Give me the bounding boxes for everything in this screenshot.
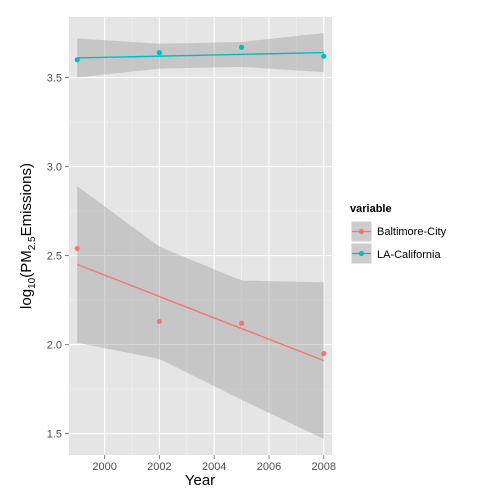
x-axis: 2000 2002 2004 2006 2008 (92, 455, 336, 473)
x-axis-title: Year (185, 472, 215, 489)
legend: variable Baltimore-City LA-California (350, 203, 447, 265)
x-tick-label: 2004 (202, 461, 226, 473)
y-axis-title-log: log (18, 289, 35, 309)
y-axis-title-sub-10: 10 (27, 277, 38, 289)
legend-label-la: LA-California (377, 249, 441, 261)
x-tick-label: 2006 (257, 461, 281, 473)
point-la-california (156, 50, 163, 56)
point-baltimore-city (321, 350, 327, 357)
y-axis-title-emissions: Emissions) (18, 163, 35, 236)
point-baltimore-city (74, 245, 80, 252)
minor-gridlines (69, 17, 332, 455)
data-points (74, 44, 327, 357)
fit-line-baltimore-city (76, 263, 325, 362)
y-axis-title: log10(PM2.5Emissions) (18, 163, 38, 309)
y-tick-label: 2.5 (47, 251, 62, 263)
y-axis: 1.5 2.0 2.5 3.0 3.5 (47, 73, 69, 441)
legend-label-baltimore: Baltimore-City (377, 226, 447, 238)
fit-line-la-california (77, 51, 324, 59)
y-tick-label: 3.0 (47, 162, 62, 174)
fit-lines (76, 51, 325, 362)
point-la-california (321, 53, 327, 59)
point-la-california (74, 57, 80, 63)
major-gridlines (69, 17, 332, 455)
y-tick-label: 1.5 (47, 429, 62, 441)
y-tick-label: 2.0 (47, 340, 62, 352)
legend-key-la-dot (358, 250, 365, 257)
legend-title: variable (350, 203, 392, 215)
x-tick-label: 2000 (92, 461, 116, 473)
y-axis-title-pm: (PM (18, 250, 35, 278)
point-la-california (238, 44, 245, 50)
plot-panel (69, 17, 332, 455)
x-tick-label: 2008 (312, 461, 336, 473)
legend-key-baltimore-dot (358, 228, 365, 235)
y-tick-label: 3.5 (47, 73, 62, 85)
x-tick-label: 2002 (147, 461, 171, 473)
y-axis-title-sub-25: 2.5 (27, 236, 38, 250)
point-baltimore-city (238, 320, 245, 326)
point-baltimore-city (156, 318, 163, 325)
